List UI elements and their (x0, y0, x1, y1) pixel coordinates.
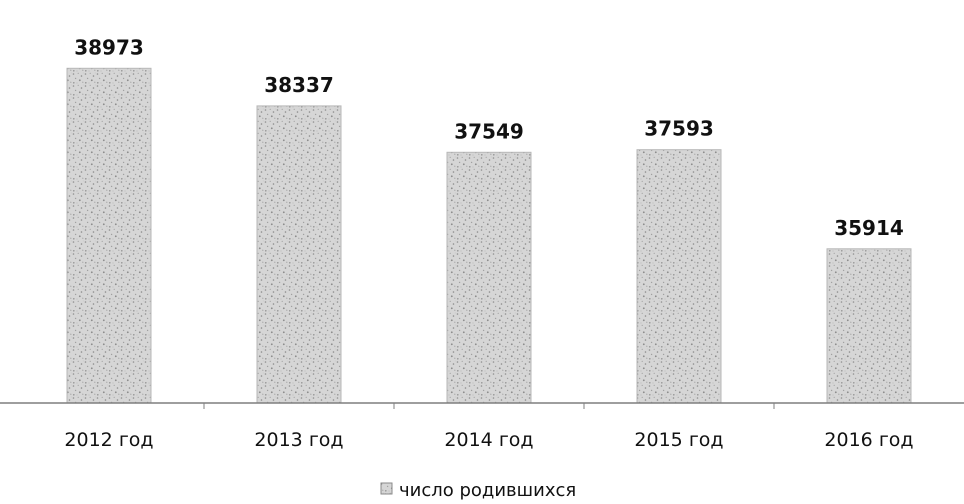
bar-value-label-2: 38337 (264, 73, 334, 97)
bar-5 (826, 248, 912, 404)
legend: число родившихся (380, 480, 576, 501)
x-tick-label-5: 2016 год (824, 429, 913, 451)
bar-3 (446, 151, 532, 404)
x-tick-label-4: 2015 год (634, 429, 723, 451)
bar-4 (636, 149, 722, 404)
bar-value-label-4: 37593 (644, 117, 714, 141)
legend-label: число родившихся (399, 480, 576, 501)
x-tick-label-2: 2013 год (254, 429, 343, 451)
x-tick-label-3: 2014 год (444, 429, 533, 451)
bar-value-label-5: 35914 (834, 216, 904, 240)
bar-1 (66, 67, 152, 404)
x-tick-label-1: 2012 год (64, 429, 153, 451)
plot-area: 38973 2012 год 38337 2013 год 37549 2014 год 3… (0, 35, 964, 451)
bar-value-label-3: 37549 (454, 119, 524, 143)
bar-2 (256, 105, 342, 404)
legend-swatch (380, 482, 393, 495)
bar-value-label-1: 38973 (74, 35, 144, 59)
